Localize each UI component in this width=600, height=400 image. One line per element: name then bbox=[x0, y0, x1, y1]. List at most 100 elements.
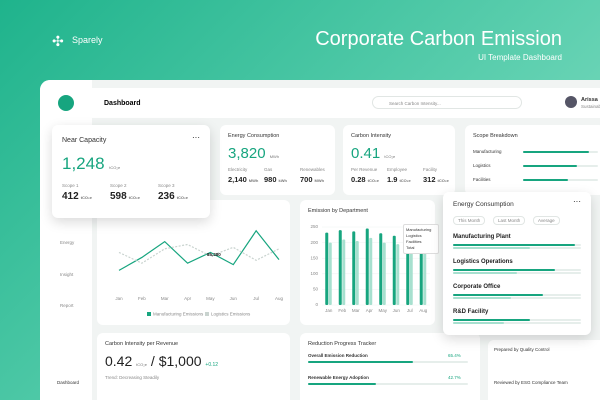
bar-chart: 0 50 100 150 200 250 Jan Feb Mar Apr May Jun Jul Aug bbox=[310, 224, 430, 313]
card-title: Near Capacity bbox=[62, 137, 107, 144]
bar bbox=[523, 179, 568, 181]
item-label: Electricity bbox=[228, 167, 248, 172]
app-icon[interactable] bbox=[58, 95, 74, 111]
bar-track bbox=[523, 151, 598, 153]
unit: tCO₂e bbox=[437, 178, 449, 183]
title: Corporate Carbon Emission bbox=[315, 28, 562, 50]
bar bbox=[392, 235, 396, 305]
revenue-card: Carbon Intensity per Revenue 0.42 tCO₂e … bbox=[97, 333, 290, 400]
row-value: 65.4% bbox=[448, 353, 461, 358]
bar-track bbox=[453, 269, 581, 271]
value: 1,248 bbox=[62, 154, 105, 173]
bar bbox=[342, 239, 346, 305]
bar bbox=[523, 151, 589, 153]
bar bbox=[352, 231, 356, 305]
y-tick-label: 250 bbox=[310, 224, 318, 229]
bar-track bbox=[453, 294, 581, 296]
unit: tCO₂e bbox=[109, 165, 121, 170]
tooltip-item: Facilities bbox=[406, 239, 422, 244]
x-tick-label: Apr bbox=[366, 308, 374, 313]
bar bbox=[308, 383, 377, 385]
x-tick-label: Jan bbox=[115, 296, 123, 301]
value: 0.42 bbox=[105, 353, 133, 369]
bar bbox=[382, 242, 386, 305]
menu[interactable]: ··· bbox=[192, 133, 200, 142]
tooltip-item: Total bbox=[406, 245, 415, 250]
bar bbox=[453, 272, 517, 274]
avatar[interactable] bbox=[565, 96, 577, 108]
row-value: 42.7% bbox=[448, 375, 461, 380]
value: 0.41 bbox=[351, 145, 381, 162]
x-tick-label: May bbox=[206, 296, 215, 301]
bar bbox=[365, 228, 369, 305]
unit: tCO₂e bbox=[80, 195, 93, 200]
menu[interactable]: ··· bbox=[573, 197, 581, 206]
subtitle: UI Template Dashboard bbox=[478, 53, 562, 62]
item-label: Gas bbox=[264, 167, 273, 172]
row-label: R&D Facility bbox=[453, 309, 489, 315]
bar-track bbox=[453, 297, 581, 299]
x-tick-label: Jul bbox=[407, 308, 413, 313]
logo-icon: ✣ bbox=[52, 33, 64, 49]
item-value: 312 tCO₂e bbox=[423, 175, 449, 184]
kpi: 0.42 tCO₂e / $1,000 +0.12 bbox=[105, 353, 218, 369]
nav-item[interactable]: Energy bbox=[60, 240, 75, 245]
item-label: Renewables bbox=[300, 167, 325, 172]
per: / $1,000 bbox=[150, 353, 202, 369]
item-label: Scope 2 bbox=[110, 183, 127, 188]
bar bbox=[409, 239, 413, 305]
nav-item[interactable]: Dashboard bbox=[57, 380, 80, 385]
bar-track bbox=[308, 361, 468, 363]
energy-card: Energy Consumption 3,820 MWh Electricity… bbox=[220, 125, 335, 195]
legend-item: This Month bbox=[453, 216, 486, 225]
item-value: 0.28 tCO₂e bbox=[351, 175, 379, 184]
tooltip-item: Logistics bbox=[406, 233, 422, 238]
note: Trend: Decreasing Steadily bbox=[105, 375, 160, 380]
user-role: Sustainability bbox=[581, 104, 600, 109]
kpi: 1,248 tCO₂e bbox=[62, 154, 120, 174]
bar bbox=[453, 297, 511, 299]
bar-track bbox=[523, 179, 598, 181]
nav-item[interactable]: Insight bbox=[60, 272, 74, 277]
card-title: Emission by Department bbox=[308, 208, 368, 214]
unit: MWh bbox=[248, 178, 259, 183]
legend-label: Logistics Emissions bbox=[211, 312, 251, 317]
item-value: 1.9 tCO₂e bbox=[387, 175, 411, 184]
energy-detail-card: Energy Consumption ··· This Month Last Mo… bbox=[443, 192, 591, 335]
legend-label: Average bbox=[538, 218, 555, 223]
x-tick-label: Aug bbox=[275, 296, 284, 301]
bar-track bbox=[523, 165, 598, 167]
bar bbox=[308, 361, 413, 363]
tooltip: Manufacturing Logistics Facilities Total bbox=[403, 224, 439, 254]
item-value: 980 kWh bbox=[264, 175, 287, 184]
row-label: Overall Emission Reduction bbox=[308, 353, 368, 358]
bar-track bbox=[453, 247, 581, 249]
legend-item: Last Month bbox=[493, 216, 526, 225]
y-tick-label: 0 bbox=[315, 302, 318, 307]
nav-item[interactable]: Report bbox=[60, 303, 74, 308]
reduction-card: Reduction Progress Tracker Overall Emiss… bbox=[300, 333, 480, 400]
value: 598 bbox=[110, 191, 127, 202]
search[interactable]: Search Carbon Intensity... bbox=[372, 96, 522, 109]
x-tick-label: Jun bbox=[393, 308, 401, 313]
card-title: Energy Consumption bbox=[453, 201, 514, 208]
value: 312 bbox=[423, 175, 436, 184]
line-chart: Jan Feb Mar Apr May Jun Jul Aug Manufacturing Em… bbox=[115, 229, 284, 317]
row-label: Facilities bbox=[473, 177, 491, 182]
legend-label: This Month bbox=[458, 218, 481, 223]
user-name: Arissa bbox=[581, 97, 598, 103]
bar bbox=[325, 232, 329, 305]
bar-track bbox=[453, 272, 581, 274]
unit: tCO₂e bbox=[399, 178, 411, 183]
row-label: Manufacturing bbox=[473, 149, 502, 154]
intensity-card: Carbon Intensity 0.41 tCO₂e Per Revenue 0… bbox=[343, 125, 455, 195]
page-title: Dashboard bbox=[104, 100, 141, 107]
bar bbox=[453, 294, 543, 296]
bar-track bbox=[453, 319, 581, 321]
x-tick-label: Mar bbox=[352, 308, 360, 313]
unit: kWh bbox=[278, 178, 287, 183]
bar bbox=[396, 244, 400, 305]
x-tick-label: Feb bbox=[338, 308, 346, 313]
value: 236 bbox=[158, 191, 175, 202]
